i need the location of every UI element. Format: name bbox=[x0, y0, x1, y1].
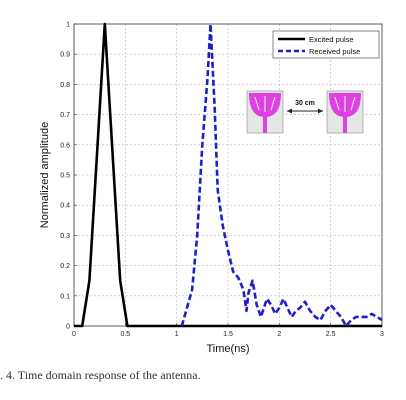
y-tick-label: 0.8 bbox=[60, 82, 70, 89]
y-tick-label: 0.7 bbox=[60, 112, 70, 119]
y-tick-label: 0.9 bbox=[60, 52, 70, 59]
y-tick-label: 0.6 bbox=[60, 142, 70, 149]
x-tick-label: 0 bbox=[72, 331, 76, 338]
distance-label: 30 cm bbox=[295, 100, 315, 107]
axis-ticks: 0 0.5 1 1.5 2 2.5 3 0 0.1 0.2 0.3 0.4 0.5 0.6 0.7 0.8 0.… bbox=[60, 22, 384, 339]
legend-label-excited-pulse: Excited pulse bbox=[309, 35, 354, 44]
y-tick-label: 0.1 bbox=[60, 293, 70, 300]
x-tick-label: 2 bbox=[277, 331, 281, 338]
x-tick-label: 3 bbox=[380, 331, 384, 338]
transmit-antenna-icon bbox=[246, 90, 284, 134]
y-tick-label: 1 bbox=[66, 22, 70, 29]
y-tick-label: 0.5 bbox=[60, 173, 70, 180]
figure-caption: . 4. Time domain response of the antenna… bbox=[0, 368, 201, 382]
y-tick-label: 0.4 bbox=[60, 203, 70, 210]
y-tick-label: 0.3 bbox=[60, 233, 70, 240]
x-tick-label: 0.5 bbox=[120, 331, 130, 338]
y-axis-label: Normalized amplitude bbox=[39, 122, 51, 228]
data-series bbox=[74, 22, 383, 328]
inset-antenna-diagram: 30 cm bbox=[246, 90, 364, 134]
series-line-excited-pulse bbox=[74, 22, 382, 328]
x-axis-label: Time(ns) bbox=[207, 343, 250, 355]
series-line-received-pulse bbox=[180, 22, 383, 328]
x-tick-label: 1.5 bbox=[223, 331, 233, 338]
x-tick-label: 2.5 bbox=[326, 331, 336, 338]
legend: Excited pulse Received pulse bbox=[272, 30, 380, 59]
antenna-pulse-chart: 0 0.5 1 1.5 2 2.5 3 0 0.1 0.2 0.3 0.4 0.5 0.6 0.7 0.8 0.… bbox=[39, 22, 384, 356]
legend-label-received-pulse: Received pulse bbox=[309, 47, 360, 56]
y-tick-label: 0 bbox=[66, 324, 70, 331]
x-tick-label: 1 bbox=[175, 331, 179, 338]
y-tick-label: 0.2 bbox=[60, 263, 70, 270]
receive-antenna-icon bbox=[326, 90, 364, 134]
